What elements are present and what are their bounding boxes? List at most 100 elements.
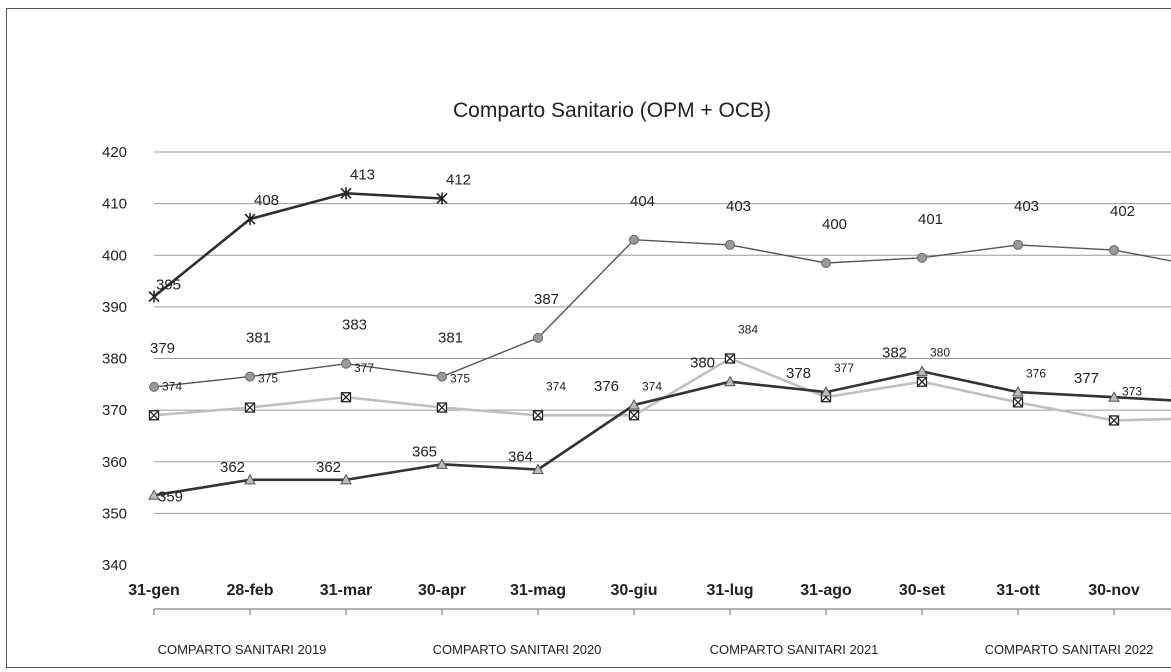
data-point	[436, 192, 448, 205]
data-label: 365	[412, 443, 437, 460]
data-label: 400	[822, 216, 847, 233]
point-marker-cross	[341, 392, 351, 402]
legend-entry: COMPARTO SANITARI 2020	[433, 642, 602, 657]
legend-entry: COMPARTO SANITARI 2021	[710, 642, 879, 657]
data-label: 374	[642, 379, 662, 393]
y-axis-ticks: 340 350 360 370 380 390 400 410 420	[102, 144, 127, 574]
point-marker	[244, 213, 256, 226]
data-label: 376	[1026, 366, 1046, 380]
y-tick-label: 400	[102, 247, 127, 264]
series-line	[153, 357, 1171, 422]
data-point	[532, 463, 544, 474]
data-label: 376	[594, 378, 619, 395]
data-label: 408	[254, 192, 279, 209]
data-label: 379	[150, 340, 175, 357]
data-labels: 395 408 413 412 379 381 383 381 387 404 403 400 401 4…	[150, 166, 1171, 505]
x-tick-label: 31-mag	[510, 582, 566, 599]
point-marker	[628, 398, 640, 410]
data-label: 362	[316, 459, 341, 476]
y-tick-label: 410	[102, 196, 127, 213]
x-tick-label: 30-apr	[418, 582, 466, 599]
data-point	[341, 358, 351, 369]
data-point	[148, 489, 160, 500]
data-point	[629, 234, 639, 245]
point-marker-cross	[1109, 415, 1119, 425]
data-point	[340, 473, 352, 485]
x-tick-label: 31-ott	[996, 582, 1040, 599]
data-point	[1108, 415, 1120, 426]
x-axis: 31-gen 28-feb 31-mar 30-apr 31-mag 30-giu 31-l…	[128, 582, 1171, 615]
data-label: 374	[546, 379, 566, 393]
point-marker	[821, 257, 831, 268]
point-marker-cross	[725, 354, 735, 363]
point-marker	[437, 371, 447, 382]
data-label: 403	[726, 198, 751, 215]
data-point	[340, 392, 352, 403]
data-point	[724, 375, 736, 387]
data-point	[532, 410, 544, 421]
data-label: 359	[158, 488, 183, 505]
point-marker-cross	[533, 410, 543, 420]
point-marker-cross	[149, 410, 159, 420]
line-chart: Comparto Sanitario (OPM + OCB) 340 350 360…	[102, 99, 1171, 657]
x-tick-label: 28-feb	[226, 582, 273, 599]
data-label: 377	[354, 361, 374, 375]
data-point	[917, 252, 927, 263]
data-label: 404	[630, 193, 655, 210]
point-marker	[533, 332, 543, 343]
point-marker	[1013, 239, 1023, 250]
point-marker	[340, 187, 352, 200]
point-marker	[244, 473, 256, 485]
data-label: 377	[834, 361, 854, 375]
y-tick-label: 380	[102, 351, 127, 368]
data-label: 412	[446, 171, 471, 188]
data-label: 362	[220, 459, 245, 476]
data-label: 375	[258, 372, 278, 386]
data-label: 383	[342, 317, 367, 334]
data-point	[437, 371, 447, 382]
point-marker	[341, 358, 351, 369]
data-point	[148, 410, 160, 421]
data-point	[1012, 386, 1024, 397]
data-label: 374	[162, 379, 182, 393]
data-label: 378	[786, 365, 811, 382]
y-tick-label: 360	[102, 454, 127, 471]
series-line	[153, 370, 1171, 497]
point-marker	[148, 290, 160, 303]
x-tick-label: 31-gen	[128, 582, 180, 599]
data-label: 413	[350, 166, 375, 183]
data-label: 395	[156, 277, 181, 294]
legend-entry: COMPARTO SANITARI 2019	[158, 642, 327, 657]
point-marker	[1012, 386, 1024, 397]
data-point	[533, 332, 543, 343]
data-point	[244, 402, 256, 413]
point-marker-cross	[917, 377, 927, 387]
x-tick-label: 31-lug	[706, 582, 753, 599]
data-label: 381	[438, 330, 463, 347]
data-point	[821, 257, 831, 268]
point-marker	[724, 375, 736, 387]
series-line	[153, 239, 1171, 388]
point-marker	[148, 489, 160, 500]
data-point	[916, 365, 928, 376]
point-marker	[1109, 245, 1119, 256]
data-label: 377	[1074, 370, 1099, 387]
chart-frame: Comparto Sanitario (OPM + OCB) 340 350 360…	[6, 8, 1171, 668]
data-label: 402	[1110, 203, 1135, 220]
point-marker	[916, 365, 928, 376]
data-label: 382	[882, 344, 907, 361]
data-label: 380	[930, 346, 950, 360]
x-tick-label: 30-nov	[1088, 582, 1140, 599]
data-point	[1013, 239, 1023, 250]
point-marker	[629, 234, 639, 245]
data-point	[244, 213, 256, 226]
point-marker	[245, 371, 255, 382]
point-marker	[917, 252, 927, 263]
point-marker-cross	[437, 403, 447, 413]
legend: COMPARTO SANITARI 2019 COMPARTO SANITARI …	[158, 642, 1154, 657]
data-label: 375	[450, 372, 470, 386]
data-point	[1108, 391, 1120, 402]
data-point	[436, 402, 448, 413]
chart-title: Comparto Sanitario (OPM + OCB)	[453, 99, 771, 122]
point-marker	[436, 192, 448, 205]
